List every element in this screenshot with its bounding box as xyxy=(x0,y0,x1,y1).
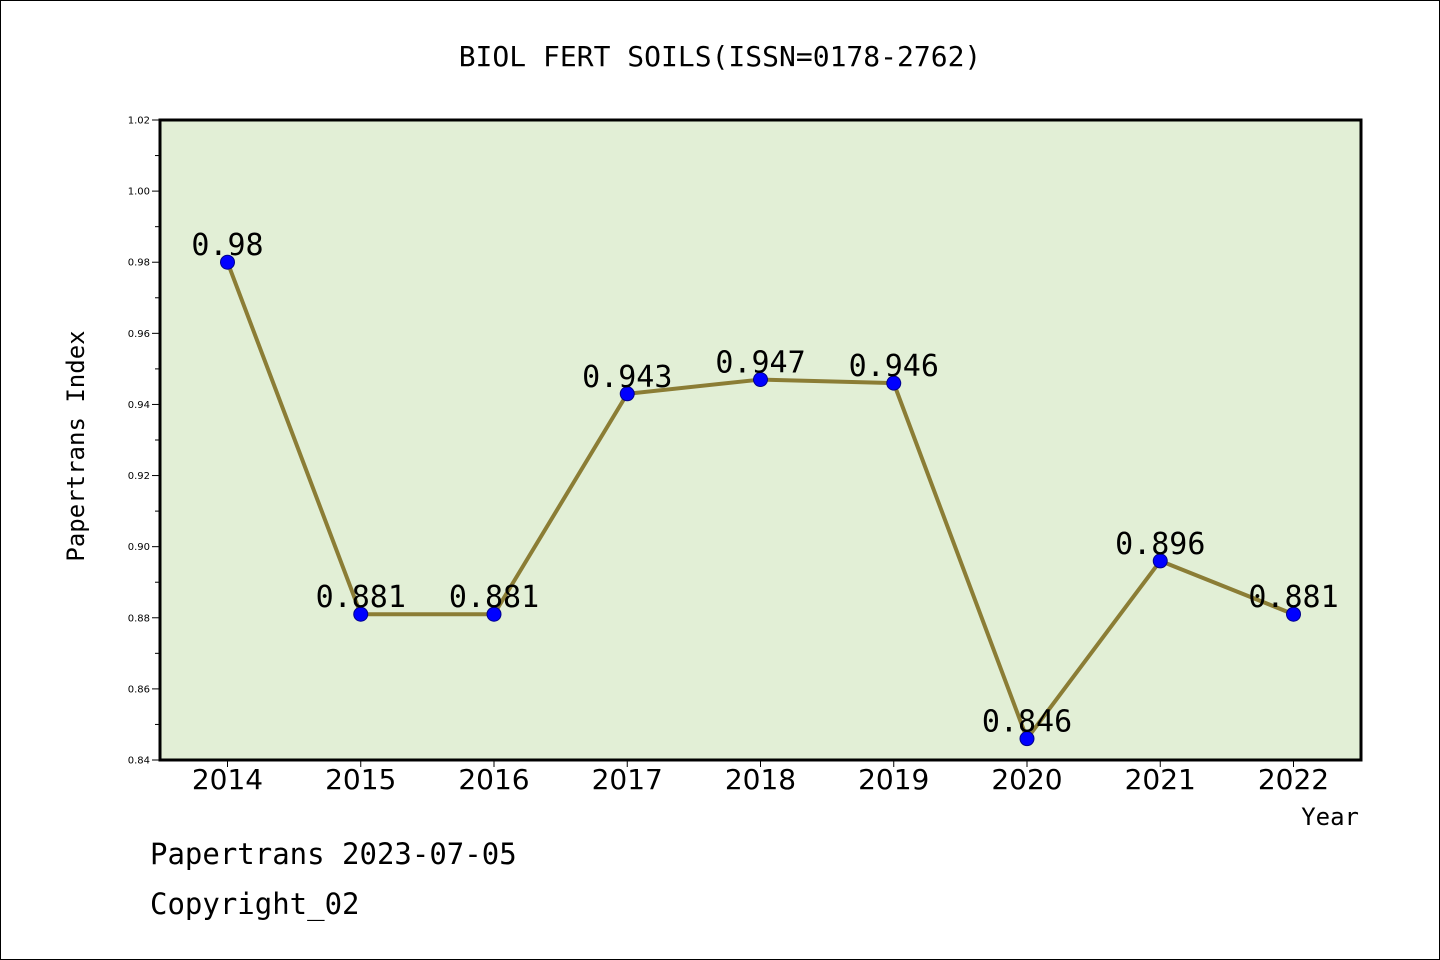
data-point-2015 xyxy=(353,606,369,622)
x-axis: 2014 2015 2016 2017 2018 2019 2020 2021 2022 xyxy=(192,760,1329,796)
x-tick-label: 2018 xyxy=(725,763,796,796)
plot-area xyxy=(158,118,1363,762)
data-label-2019: 0.946 xyxy=(849,349,939,384)
data-point-2018 xyxy=(753,372,768,388)
data-point-2019 xyxy=(886,375,902,391)
y-tick-label: 0.84 xyxy=(128,756,150,767)
data-point-2022 xyxy=(1286,606,1301,622)
data-point-2016 xyxy=(486,606,502,622)
chart-title: BIOL FERT SOILS(ISSN=0178-2762) xyxy=(459,40,982,73)
data-label-2021: 0.896 xyxy=(1115,527,1205,562)
data-label-2014: 0.98 xyxy=(191,228,263,263)
data-label-2016: 0.881 xyxy=(449,580,539,615)
x-tick-label: 2020 xyxy=(991,763,1062,796)
x-tick-label: 2014 xyxy=(192,763,263,796)
data-label-2015: 0.881 xyxy=(316,580,406,615)
y-axis: 0.84 0.86 0.88 0.90 0.92 0.94 0.96 0.98 1.00 1.02 xyxy=(128,116,160,767)
x-tick-label: 2021 xyxy=(1125,763,1196,796)
x-tick-label: 2015 xyxy=(325,763,396,796)
data-label-2017: 0.943 xyxy=(582,360,672,395)
y-tick-label: 0.90 xyxy=(128,542,150,553)
data-label-2018: 0.947 xyxy=(715,346,805,381)
x-tick-label: 2022 xyxy=(1258,763,1329,796)
data-point-2017 xyxy=(619,386,635,402)
y-tick-label: 0.96 xyxy=(128,329,150,340)
data-label-group: 0.98 0.881 0.881 0.943 0.947 0.946 0.846 0.896 0… xyxy=(191,228,1338,739)
x-axis-label: Year xyxy=(1301,803,1359,831)
y-tick-label: 1.02 xyxy=(128,116,150,127)
y-tick-label: 0.94 xyxy=(128,400,150,411)
y-tick-label: 0.92 xyxy=(128,471,150,482)
x-tick-label: 2016 xyxy=(458,763,529,796)
y-axis-label: Papertrans Index xyxy=(62,330,90,561)
data-point-2021 xyxy=(1152,553,1168,569)
x-tick-label: 2017 xyxy=(592,763,663,796)
data-label-2020: 0.846 xyxy=(982,705,1072,740)
marker-group xyxy=(220,254,1301,747)
data-point-2014 xyxy=(220,254,235,270)
data-point-2020 xyxy=(1019,731,1035,747)
y-tick-label: 0.98 xyxy=(128,258,150,269)
footer-date: Papertrans 2023-07-05 xyxy=(150,837,517,871)
y-tick-label: 1.00 xyxy=(128,187,150,198)
x-tick-label: 2019 xyxy=(858,763,929,796)
y-tick-label: 0.88 xyxy=(128,613,150,624)
y-tick-label: 0.86 xyxy=(128,684,150,695)
footer-copyright: Copyright_02 xyxy=(150,887,360,922)
data-label-2022: 0.881 xyxy=(1248,580,1338,615)
